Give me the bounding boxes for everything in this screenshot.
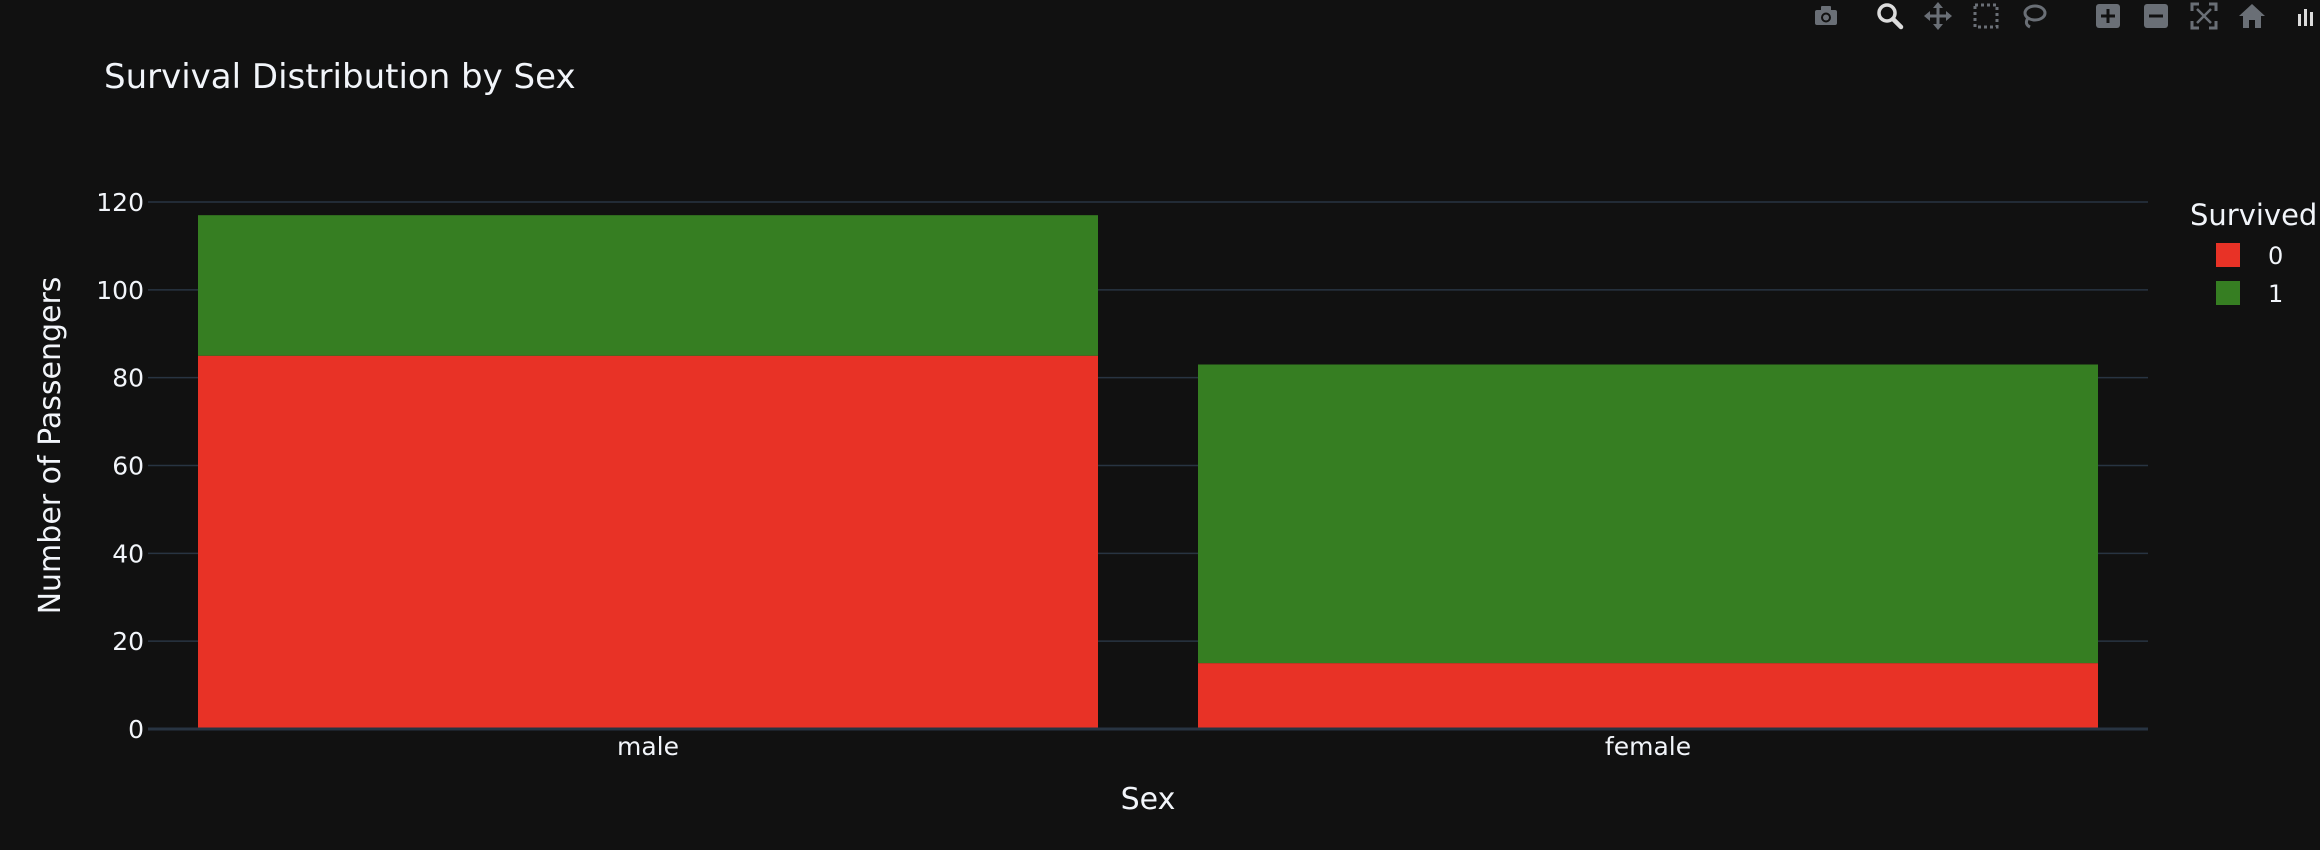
y-axis-title: Number of Passengers xyxy=(33,277,68,615)
modebar xyxy=(1810,0,2320,32)
legend-title: Survived xyxy=(2190,198,2317,232)
y-tick-label: 100 xyxy=(96,276,144,305)
x-axis-title: Sex xyxy=(1121,782,1176,817)
x-tick-label: male xyxy=(617,732,679,761)
legend-item-label: 0 xyxy=(2268,242,2283,270)
y-tick-label: 40 xyxy=(112,539,144,568)
bar-female-survived-1[interactable] xyxy=(1198,364,2098,664)
y-tick-label: 120 xyxy=(96,188,144,217)
legend-item-label: 1 xyxy=(2268,280,2283,308)
zoom-icon[interactable] xyxy=(1874,0,1906,32)
bar-male-survived-1[interactable] xyxy=(198,215,1098,356)
chart-title: Survival Distribution by Sex xyxy=(104,57,576,97)
autoscale-icon[interactable] xyxy=(2188,0,2220,32)
pan-icon[interactable] xyxy=(1922,0,1954,32)
y-tick-label: 60 xyxy=(112,452,144,481)
plotly-logo-icon[interactable] xyxy=(2288,0,2320,32)
x-tick-label: female xyxy=(1605,732,1691,761)
box-select-icon[interactable] xyxy=(1970,0,2002,32)
legend-swatch-1[interactable] xyxy=(2216,281,2240,305)
reset-axes-icon[interactable] xyxy=(2236,0,2268,32)
y-tick-label: 0 xyxy=(128,715,144,744)
y-tick-label: 80 xyxy=(112,364,144,393)
lasso-select-icon[interactable] xyxy=(2018,0,2050,32)
camera-icon[interactable] xyxy=(1810,0,1842,32)
y-tick-label: 20 xyxy=(112,627,144,656)
bar-male-survived-0[interactable] xyxy=(198,355,1098,729)
legend-swatch-0[interactable] xyxy=(2216,243,2240,267)
bar-female-survived-0[interactable] xyxy=(1198,663,2098,729)
zoom-in-icon[interactable] xyxy=(2092,0,2124,32)
zoom-out-icon[interactable] xyxy=(2140,0,2172,32)
